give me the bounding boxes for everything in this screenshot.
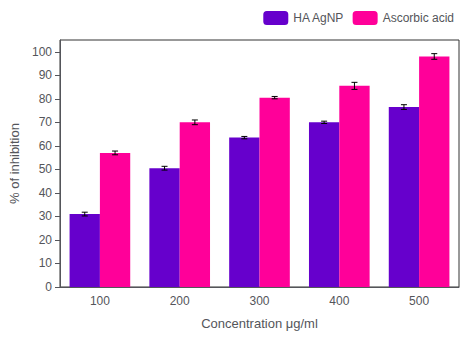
- svg-text:70: 70: [39, 115, 53, 129]
- svg-text:HA AgNP: HA AgNP: [293, 11, 343, 25]
- svg-text:200: 200: [170, 294, 190, 308]
- svg-text:90: 90: [39, 68, 53, 82]
- svg-text:50: 50: [39, 162, 53, 176]
- svg-text:20: 20: [39, 233, 53, 247]
- svg-text:% of inhibition: % of inhibition: [7, 123, 22, 204]
- svg-text:400: 400: [329, 294, 349, 308]
- svg-text:500: 500: [409, 294, 429, 308]
- svg-text:0: 0: [45, 280, 52, 294]
- svg-text:60: 60: [39, 139, 53, 153]
- svg-text:Concentration μg/ml: Concentration μg/ml: [201, 316, 318, 331]
- svg-text:10: 10: [39, 256, 53, 270]
- svg-text:300: 300: [249, 294, 269, 308]
- svg-text:80: 80: [39, 92, 53, 106]
- svg-text:40: 40: [39, 186, 53, 200]
- svg-text:100: 100: [32, 45, 52, 59]
- svg-text:Ascorbic acid: Ascorbic acid: [383, 11, 454, 25]
- svg-text:100: 100: [90, 294, 110, 308]
- svg-text:30: 30: [39, 209, 53, 223]
